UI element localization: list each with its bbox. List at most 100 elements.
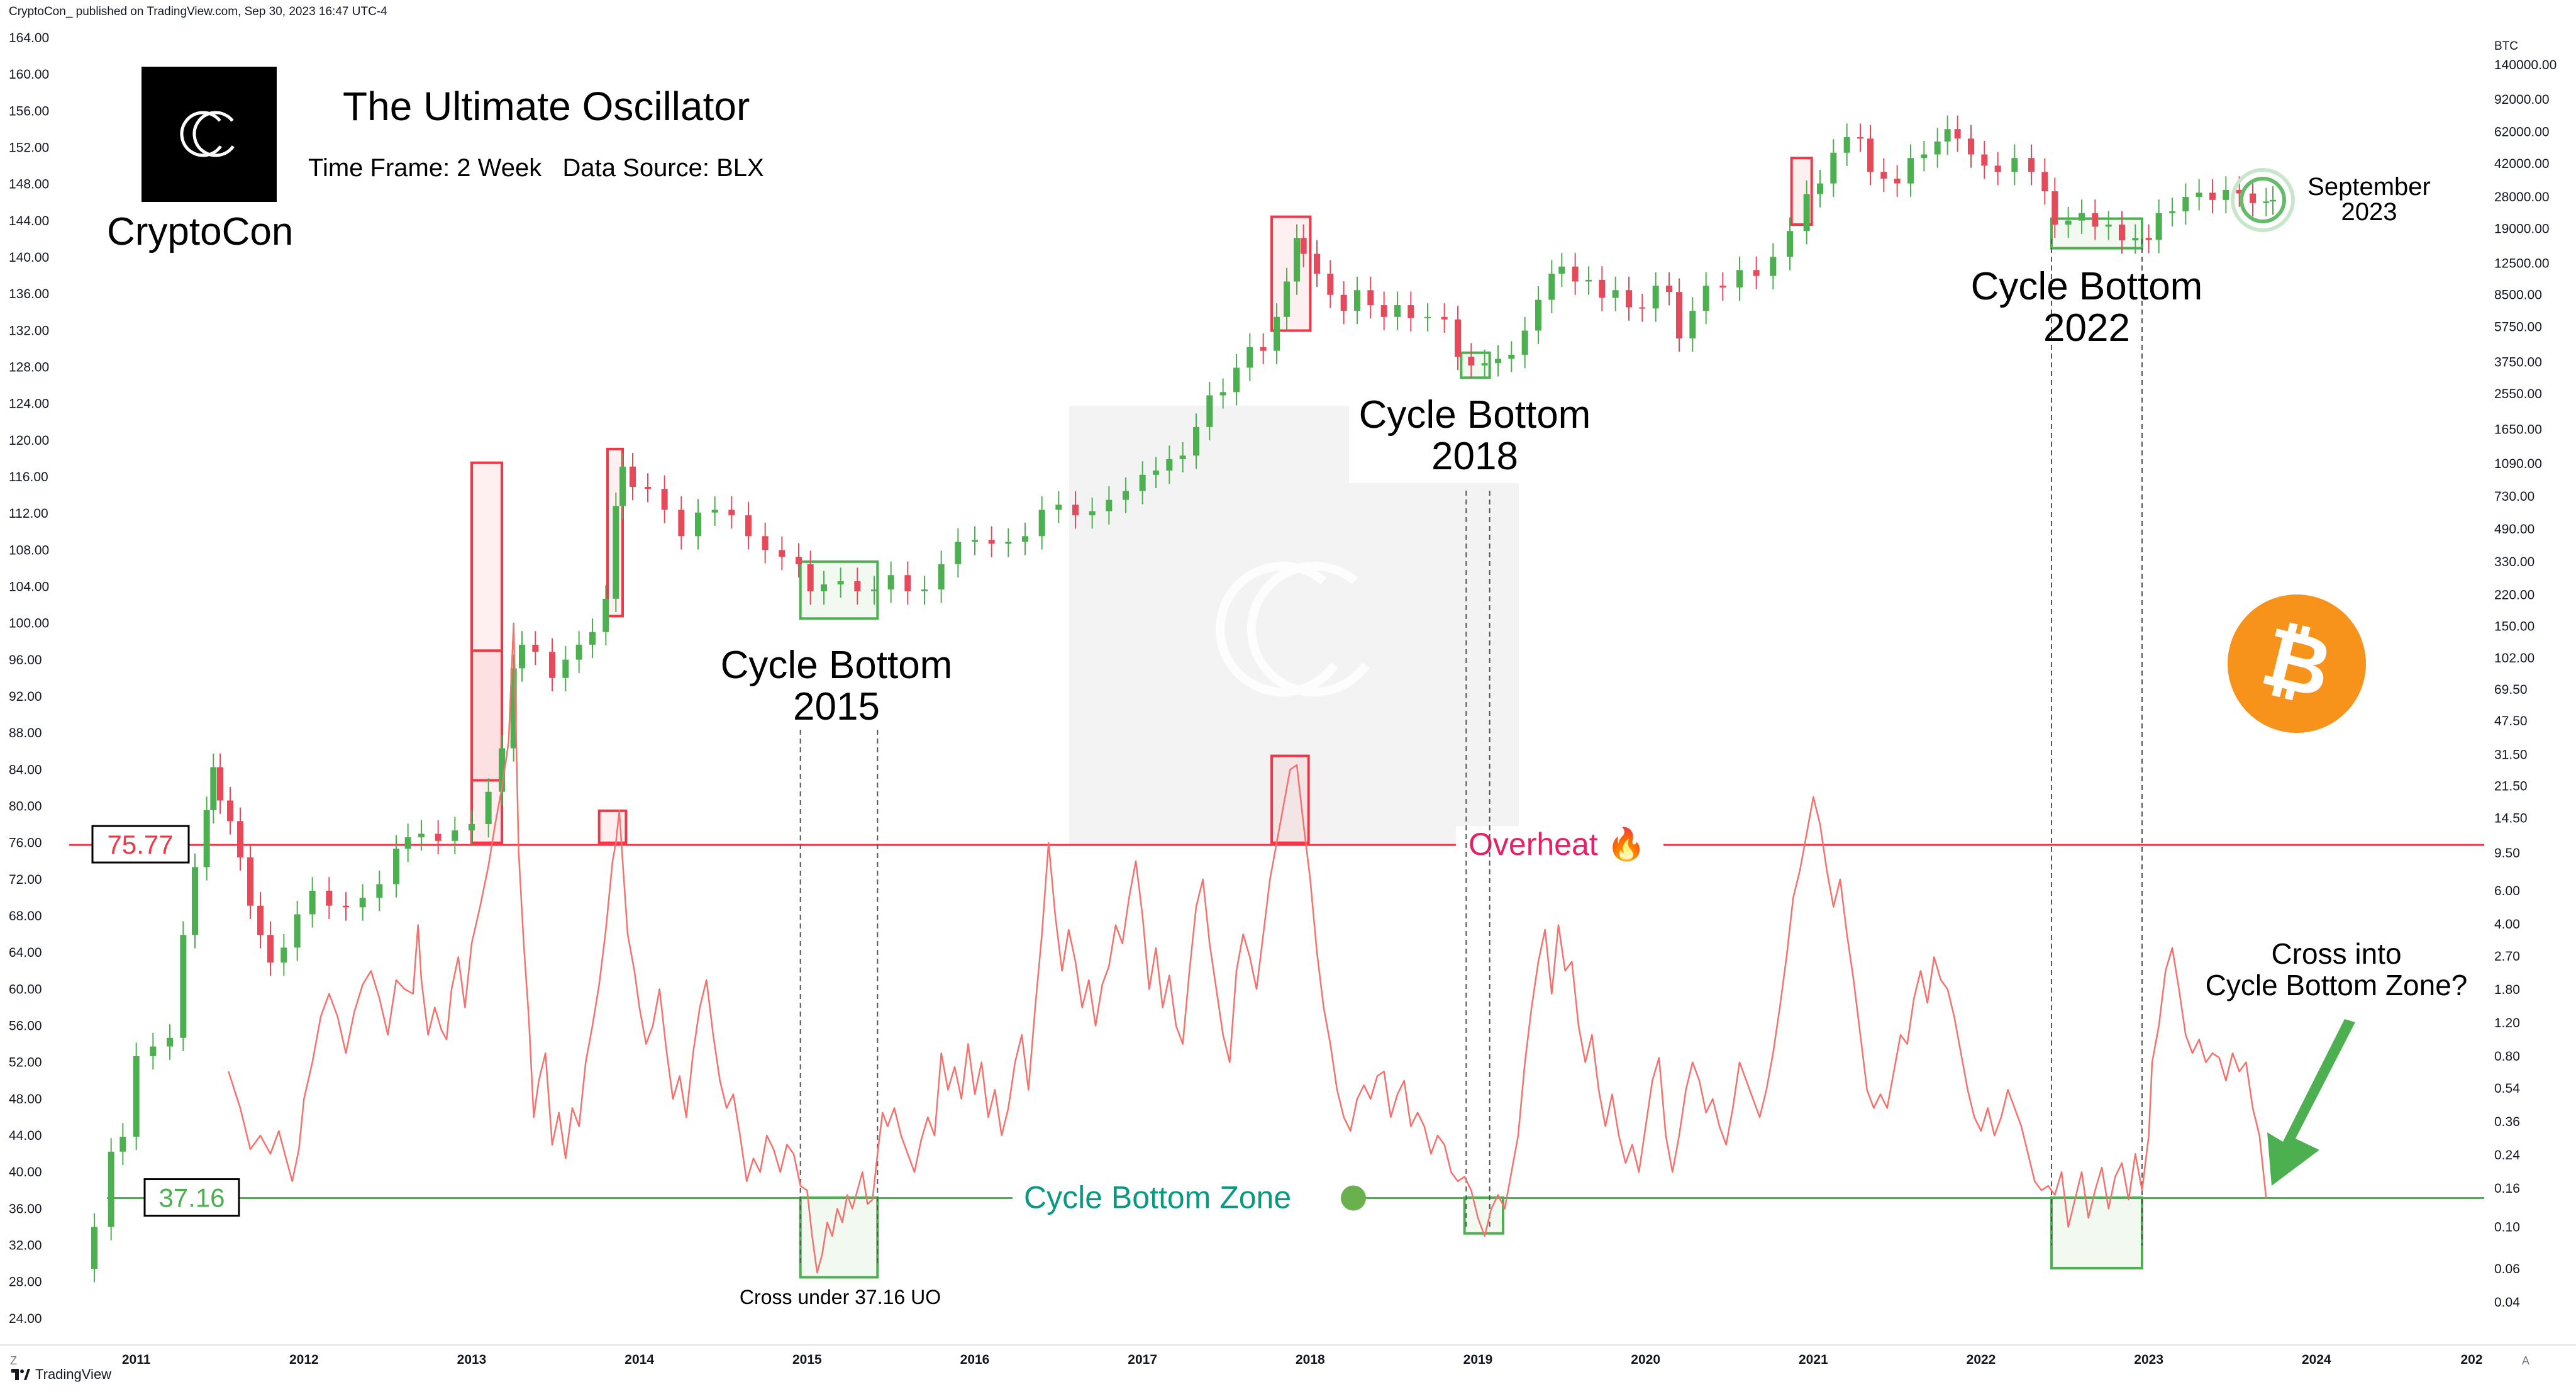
left-tick-label: 104.00 — [9, 580, 49, 594]
right-tick-label: 150.00 — [2494, 620, 2534, 634]
overheat-value-box — [91, 825, 190, 864]
price-candle — [180, 935, 187, 1038]
price-candle — [988, 540, 995, 544]
axis-z-icon: Z — [10, 1354, 17, 1367]
price-candle — [510, 668, 517, 749]
price-candle — [1424, 316, 1431, 318]
price-candle — [309, 890, 316, 915]
right-tick-label: 140000.00 — [2494, 58, 2557, 72]
x-tick-label: 2017 — [1128, 1352, 1157, 1367]
left-tick-label: 72.00 — [9, 873, 42, 887]
price-candle — [2065, 220, 2072, 225]
price-candle — [589, 632, 596, 645]
price-candle — [1599, 279, 1606, 298]
price-candle — [2132, 238, 2139, 241]
price-candle — [549, 652, 555, 678]
x-tick-label: 2020 — [1631, 1352, 1660, 1367]
left-tick-label: 132.00 — [9, 323, 49, 338]
right-tick-label: 14.50 — [2494, 811, 2528, 826]
right-tick-label: 0.06 — [2494, 1262, 2520, 1276]
price-candle — [1508, 354, 1515, 359]
price-candle — [1123, 491, 1129, 500]
price-candle — [1803, 194, 1810, 231]
price-candle — [280, 947, 287, 963]
price-candle — [267, 935, 274, 963]
published-line: CryptoCon_ published on TradingView.com,… — [9, 5, 387, 18]
right-tick-label: 12500.00 — [2494, 256, 2550, 270]
left-tick-label: 56.00 — [9, 1019, 42, 1034]
annotation-2018-bg — [1349, 390, 1591, 483]
watermark-ring-1 — [1216, 562, 1350, 696]
price-candle — [1676, 292, 1682, 338]
price-candle — [1639, 307, 1646, 309]
price-candle — [404, 837, 411, 849]
left-tick-label: 144.00 — [9, 214, 49, 228]
price-candle — [1367, 290, 1374, 306]
tradingview-footer[interactable]: TradingView — [11, 1366, 111, 1383]
left-tick-label: 148.00 — [9, 177, 49, 192]
price-candle — [1907, 158, 1914, 184]
right-tick-label: 0.04 — [2494, 1295, 2520, 1310]
price-candle — [343, 905, 349, 908]
right-tick-label: 1650.00 — [2494, 423, 2542, 437]
september-ring-inner — [2240, 177, 2286, 223]
left-tick-label: 64.00 — [9, 945, 42, 960]
price-candle — [711, 510, 718, 513]
oscillator-line — [228, 622, 2267, 1274]
price-candle — [921, 589, 928, 591]
price-candle — [938, 564, 945, 590]
price-candle — [192, 867, 198, 935]
price-candle — [1558, 266, 1565, 274]
price-candle — [1294, 238, 1300, 282]
cryptocon-logo-icon — [180, 111, 239, 157]
chart-title: The Ultimate Oscillator — [343, 84, 750, 129]
left-tick-label: 52.00 — [9, 1056, 42, 1070]
x-tick-label: 2021 — [1799, 1352, 1828, 1367]
price-candle — [1284, 281, 1290, 317]
left-tick-label: 152.00 — [9, 141, 49, 155]
left-tick-label: 140.00 — [9, 250, 49, 265]
annotation-cycle-bottom-2018: Cycle Bottom — [1359, 393, 1591, 437]
annotation-cycle-bottom-2018: 2018 — [1431, 435, 1518, 478]
right-tick-label: 92000.00 — [2494, 92, 2550, 107]
chart-subtitle: Time Frame: 2 Week Data Source: BLX — [308, 154, 764, 182]
left-tick-label: 112.00 — [9, 506, 48, 521]
annotation-cycle-bottom-2015: Cycle Bottom — [721, 644, 953, 687]
left-tick-label: 124.00 — [9, 397, 49, 411]
right-tick-label: 330.00 — [2494, 555, 2534, 569]
left-tick-label: 44.00 — [9, 1129, 42, 1143]
left-tick-label: 136.00 — [9, 287, 49, 301]
price-candle — [762, 536, 769, 550]
price-candle — [2250, 193, 2256, 203]
right-axis-label: BTC — [2494, 40, 2518, 53]
annotation-cycle-bottom-2022: 2022 — [2043, 306, 2130, 350]
price-candle — [1843, 137, 1850, 153]
price-candle — [2145, 238, 2152, 240]
left-tick-label: 60.00 — [9, 982, 42, 996]
right-tick-label: 1090.00 — [2494, 457, 2542, 471]
price-candle — [1407, 305, 1414, 318]
bottom-value-label: 37.16 — [158, 1183, 225, 1213]
right-tick-label: 4.00 — [2494, 917, 2520, 932]
left-tick-label: 28.00 — [9, 1275, 42, 1290]
price-candle — [203, 810, 210, 867]
left-tick-label: 96.00 — [9, 653, 42, 667]
price-candle — [678, 510, 685, 537]
price-candle — [745, 515, 752, 537]
price-candle — [1867, 138, 1874, 172]
price-candle — [1441, 316, 1448, 320]
price-candle — [485, 791, 492, 825]
price-candle — [1954, 129, 1961, 139]
price-top-box-2017 — [1270, 215, 1312, 332]
price-candle — [2028, 158, 2035, 172]
price-candle — [1055, 505, 1062, 510]
price-candle — [210, 767, 217, 810]
price-candle — [1260, 347, 1267, 351]
left-tick-label: 80.00 — [9, 800, 42, 814]
right-tick-label: 2.70 — [2494, 949, 2520, 964]
right-tick-label: 47.50 — [2494, 714, 2528, 728]
price-candle — [1753, 270, 1760, 276]
price-candle — [1652, 286, 1659, 309]
x-tick-label: 2019 — [1463, 1352, 1493, 1367]
brand-name: CryptoCon — [107, 210, 294, 254]
